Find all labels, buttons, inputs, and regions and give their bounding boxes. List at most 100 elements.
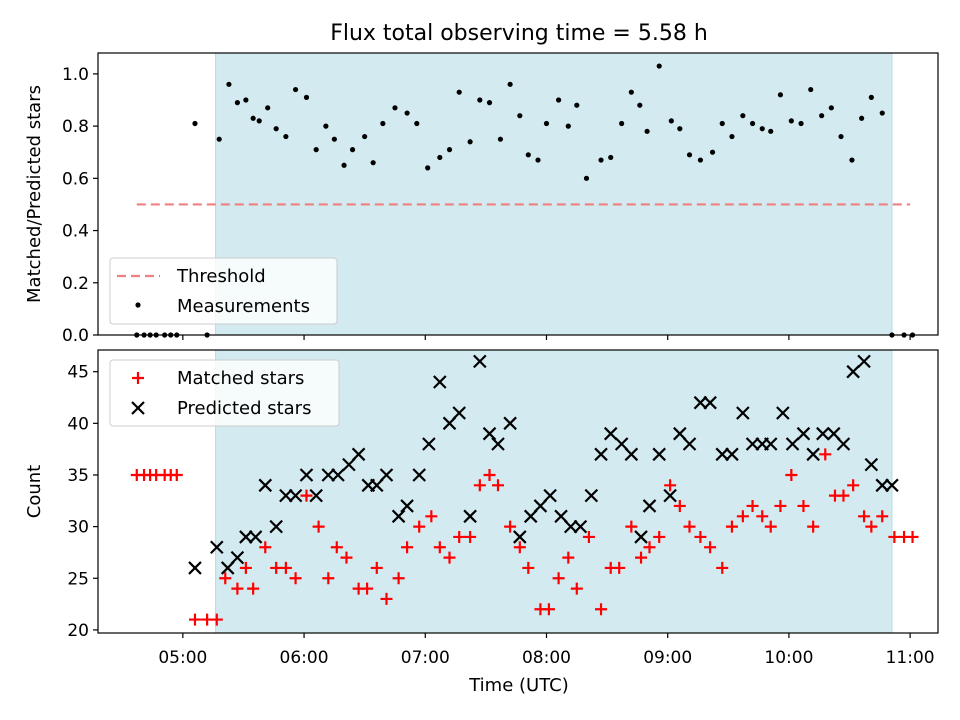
data-point — [239, 561, 252, 574]
data-point — [906, 530, 919, 543]
data-point — [573, 519, 588, 534]
data-point — [361, 582, 374, 595]
data-point — [736, 406, 750, 420]
data-point — [188, 561, 202, 575]
data-point — [686, 152, 693, 158]
data-point — [677, 126, 683, 132]
data-point — [283, 133, 289, 140]
y-tick-label: 0.4 — [62, 222, 89, 242]
y-tick-label: 30 — [67, 518, 89, 538]
data-point — [412, 468, 426, 482]
data-point — [243, 97, 249, 103]
data-point — [703, 395, 717, 410]
data-point — [467, 139, 473, 145]
data-point — [776, 406, 790, 420]
data-point — [250, 115, 256, 121]
data-point — [533, 499, 548, 513]
data-point — [503, 416, 517, 431]
data-point — [404, 110, 410, 116]
y-tick-label: 0.2 — [62, 274, 89, 294]
top-panel-axis-ticks: 0.0 0.2 0.4 0.6 0.8 1.0 — [62, 65, 911, 346]
data-point — [808, 86, 814, 93]
data-point — [864, 457, 879, 472]
data-point — [309, 488, 323, 503]
data-point — [608, 154, 614, 161]
data-point — [749, 120, 756, 127]
y-axis-label-count: Count — [24, 465, 45, 518]
data-point — [682, 437, 697, 451]
data-point — [716, 561, 729, 574]
legend-top: Threshold Measurements — [109, 257, 338, 325]
data-point — [370, 160, 376, 166]
y-tick-label: 40 — [67, 414, 89, 434]
data-point — [247, 582, 260, 595]
data-point — [595, 603, 608, 616]
data-point — [492, 479, 504, 492]
x-tick-label: 11:00 — [886, 648, 935, 668]
legend-measurements-swatch — [135, 302, 141, 308]
data-point — [719, 120, 725, 127]
data-point — [483, 468, 496, 481]
data-point — [759, 126, 765, 132]
legend-threshold-label: Threshold — [176, 266, 266, 287]
data-point — [740, 113, 746, 119]
data-point — [351, 447, 366, 462]
data-point — [234, 100, 240, 106]
data-point — [634, 530, 648, 544]
data-point — [876, 510, 889, 523]
data-point — [230, 550, 245, 565]
data-point — [477, 97, 483, 103]
data-point — [796, 426, 811, 441]
data-point — [614, 437, 629, 451]
data-point — [422, 437, 436, 451]
data-point — [664, 479, 677, 492]
data-point — [535, 157, 541, 163]
data-point — [443, 551, 456, 564]
data-point — [453, 530, 466, 543]
x-tick-label: 06:00 — [280, 648, 329, 668]
data-point — [807, 520, 820, 533]
data-point — [653, 530, 666, 543]
data-point — [279, 488, 293, 503]
data-point — [875, 478, 890, 493]
data-point — [849, 157, 855, 163]
bottom-panel-frame — [97, 349, 939, 634]
data-point — [693, 395, 708, 410]
y-tick-label: 0.8 — [62, 117, 89, 137]
data-point — [836, 437, 851, 451]
chart-title: Flux total observing time = 5.58 h — [330, 21, 708, 46]
data-point — [289, 572, 302, 585]
data-point — [341, 162, 347, 168]
data-point — [258, 478, 273, 493]
data-point — [379, 468, 394, 482]
data-point — [697, 157, 704, 163]
data-point — [349, 147, 356, 153]
data-point — [170, 468, 183, 481]
data-point — [625, 520, 638, 533]
data-point — [192, 120, 198, 127]
data-point — [273, 126, 279, 132]
data-point — [380, 120, 386, 127]
data-point — [312, 520, 325, 533]
x-tick-label: 08:00 — [522, 648, 571, 668]
data-point — [582, 530, 595, 543]
data-point — [522, 561, 535, 574]
data-point — [598, 157, 604, 163]
data-point — [857, 354, 871, 369]
data-point — [330, 541, 343, 554]
data-point — [473, 479, 486, 492]
data-point — [774, 499, 787, 512]
data-point — [603, 426, 618, 441]
flux-ratio-panel: 0.0 0.2 0.4 0.6 0.8 1.0 Matched/Predicted sta… — [24, 52, 939, 346]
data-point — [210, 540, 224, 555]
data-point — [642, 499, 657, 513]
legend-predicted-label: Predicted stars — [177, 398, 311, 419]
data-point — [756, 510, 769, 523]
y-tick-label: 20 — [67, 621, 89, 641]
data-point — [292, 86, 299, 93]
data-point — [523, 509, 538, 524]
data-point — [504, 520, 517, 533]
data-point — [797, 499, 810, 512]
data-point — [507, 81, 513, 87]
